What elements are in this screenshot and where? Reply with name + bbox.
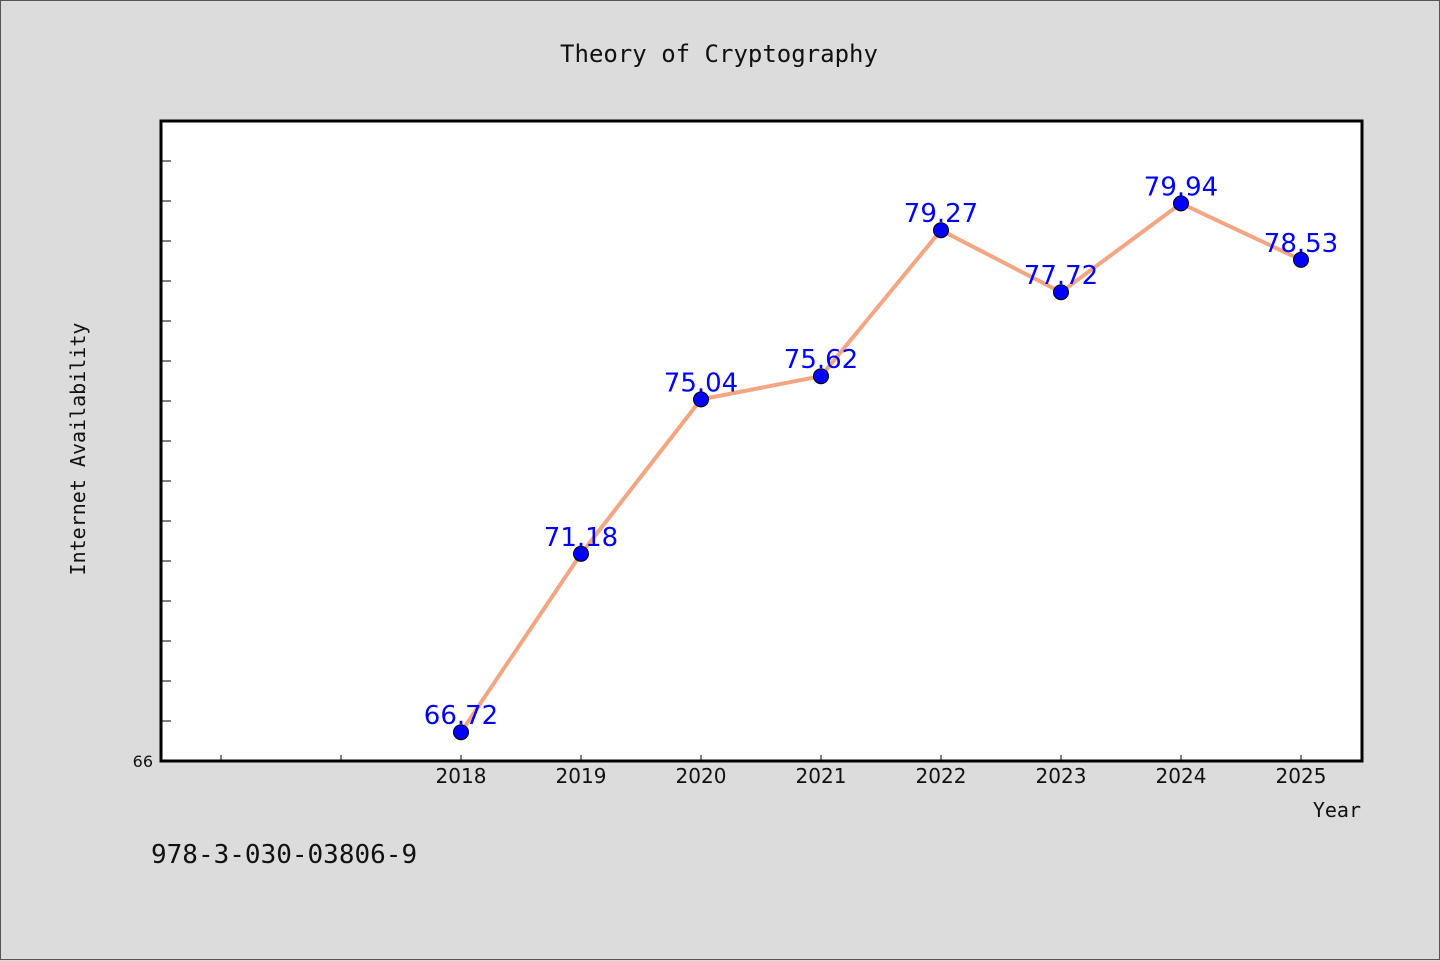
- x-tick-label: 2022: [916, 764, 967, 788]
- data-point: [573, 545, 589, 562]
- x-tick-label: 2020: [676, 764, 727, 788]
- data-label: 77.72: [1024, 261, 1098, 291]
- data-point: [693, 391, 709, 408]
- data-label: 75.62: [784, 345, 858, 375]
- y-axis-label: Internet Availability: [66, 323, 90, 576]
- x-tick-label: 2024: [1156, 764, 1207, 788]
- x-tick-label: 2023: [1036, 764, 1087, 788]
- data-label: 66.72: [424, 701, 498, 731]
- y-axis-min-label: 66: [133, 752, 153, 771]
- x-tick-label: 2021: [796, 764, 847, 788]
- plot-area: [159, 119, 1364, 763]
- data-label: 79.94: [1144, 172, 1218, 202]
- x-tick-label: 2018: [436, 764, 487, 788]
- data-point: [1293, 251, 1309, 268]
- x-axis-tick-labels: 2018 2019 2020 2021 2022 2023 2024 2025: [436, 764, 1327, 788]
- x-axis-ticks: [220, 755, 1302, 761]
- series-line: [459, 201, 1302, 734]
- data-label: 79.27: [904, 199, 978, 229]
- y-axis-ticks: [161, 120, 171, 722]
- data-point: [1053, 284, 1069, 301]
- data-point: [933, 222, 949, 239]
- data-point: [453, 724, 469, 741]
- x-tick-label: 2025: [1276, 764, 1327, 788]
- chart-title: Theory of Cryptography: [560, 40, 878, 68]
- x-axis-label: Year: [1313, 798, 1361, 822]
- data-label: 75.04: [664, 368, 738, 398]
- data-label: 71.18: [544, 523, 618, 553]
- isbn-text: 978-3-030-03806-9: [151, 840, 417, 870]
- x-tick-label: 2019: [556, 764, 607, 788]
- data-point: [813, 368, 829, 385]
- data-point: [1173, 195, 1189, 212]
- data-labels: 66.72 71.18 75.04 75.62 79.27 77.72 79.94 78.53: [424, 172, 1338, 731]
- data-label: 78.53: [1264, 229, 1338, 259]
- data-markers: [453, 195, 1309, 741]
